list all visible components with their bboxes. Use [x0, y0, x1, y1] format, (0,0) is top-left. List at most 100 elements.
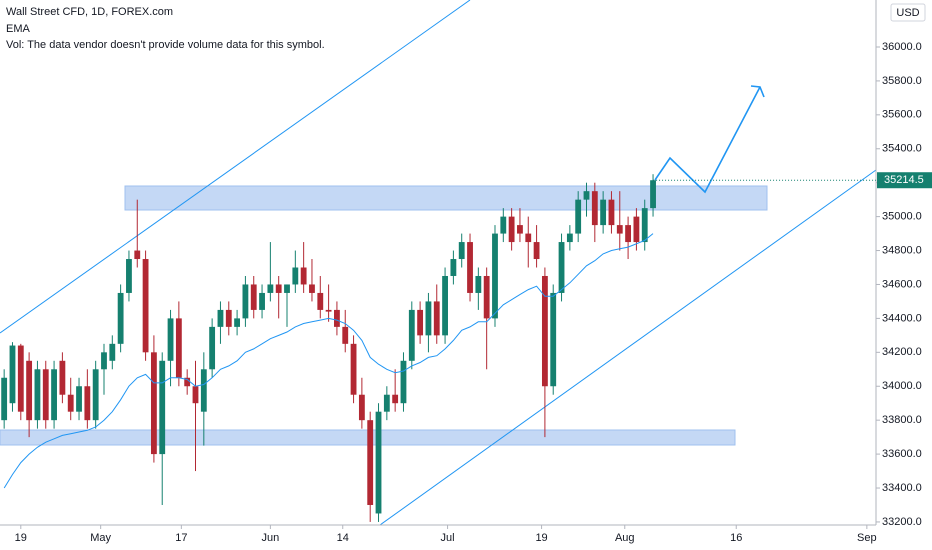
y-tick-label: 34800.0: [882, 244, 922, 256]
y-tick-label: 33400.0: [882, 482, 922, 494]
candle-body: [550, 292, 557, 387]
candle-body: [126, 259, 132, 293]
candle-body: [242, 284, 249, 319]
lower-channel-line: [379, 169, 877, 526]
candle-body: [566, 233, 573, 243]
candle-body: [292, 267, 299, 285]
candle-body: [184, 377, 191, 387]
x-tick-label: 16: [730, 532, 742, 544]
candle-body: [600, 199, 607, 226]
candle-body: [541, 275, 548, 387]
candle-body: [467, 242, 473, 293]
axes: 33200.0 33400.0 33600.0 33800.0 34000.0 34200…: [15, 41, 932, 544]
candle-body: [159, 360, 166, 455]
candle-body: [558, 242, 565, 293]
candle-body: [209, 326, 216, 370]
candle-body: [383, 394, 390, 412]
x-tick-label: 17: [175, 532, 187, 544]
candle-body: [350, 343, 357, 395]
candle-body: [84, 386, 91, 421]
y-tick-label: 34600.0: [882, 278, 922, 290]
projection-arrow: [654, 86, 761, 194]
candle-body: [9, 345, 16, 404]
x-axis-panel: [0, 525, 932, 550]
plot: [1, 174, 656, 522]
candle-body: [225, 309, 232, 327]
candle-body: [583, 191, 590, 200]
candle-body: [175, 318, 182, 378]
legend-entry: EMA: [6, 23, 31, 35]
candle-body: [633, 216, 640, 243]
candle-body: [26, 360, 33, 421]
candle-body: [250, 284, 257, 310]
candle-body: [284, 284, 290, 293]
candle-body: [17, 345, 24, 412]
candle-body: [392, 394, 399, 404]
candle-body: [109, 343, 116, 361]
candle-body: [51, 369, 57, 421]
candle-body: [300, 267, 307, 285]
x-tick-label: 19: [535, 532, 547, 544]
candle-body: [200, 369, 207, 412]
candle-body: [259, 292, 265, 310]
candle-body: [525, 233, 532, 243]
candle-body: [417, 309, 424, 336]
candle-body: [492, 233, 498, 319]
candle-body: [533, 242, 540, 260]
y-tick-label: 35600.0: [882, 109, 922, 121]
candle-body: [650, 180, 656, 209]
candle-body: [483, 275, 490, 319]
y-tick-label: 33800.0: [882, 414, 922, 426]
candle-body: [317, 292, 324, 310]
currency-label: USD: [896, 7, 919, 19]
candle-body: [517, 225, 523, 234]
x-tick-label: Sep: [857, 532, 877, 544]
candle-body: [616, 225, 623, 234]
x-tick-label: May: [90, 532, 111, 544]
y-tick-label: 34000.0: [882, 380, 922, 392]
resistance-zone: [124, 185, 768, 211]
candle-body: [42, 369, 49, 421]
candle-body: [267, 284, 274, 293]
candle-body: [591, 191, 598, 226]
y-tick-label: 33200.0: [882, 516, 922, 528]
x-tick-label: Jun: [261, 532, 279, 544]
candle-body: [117, 292, 124, 344]
x-tick-label: Aug: [615, 532, 635, 544]
chart-title: Wall Street CFD, 1D, FOREX.com: [6, 6, 173, 18]
candle-body: [92, 369, 99, 421]
x-tick-label: 19: [15, 532, 27, 544]
candle-body: [192, 386, 199, 404]
candle-body: [458, 242, 465, 260]
y-tick-label: 33600.0: [882, 448, 922, 460]
candle-body: [334, 309, 340, 327]
candle-body: [641, 208, 648, 243]
candle-body: [234, 318, 241, 327]
last-price-box: [877, 172, 932, 189]
x-tick-label: 14: [337, 532, 349, 544]
candle-body: [1, 377, 8, 421]
y-tick-label: 36000.0: [882, 41, 922, 53]
candle-body: [309, 284, 315, 293]
candle-body: [101, 352, 107, 370]
candle-body: [508, 216, 515, 243]
y-axis-panel: [876, 0, 932, 550]
candle-body: [433, 301, 440, 336]
y-tick-label: 34400.0: [882, 312, 922, 324]
candle-body: [450, 259, 457, 276]
candle-body: [475, 275, 482, 293]
ema-line: [3, 233, 654, 489]
y-tick-label: 35800.0: [882, 75, 922, 87]
candle-body: [408, 309, 415, 361]
candle-body: [167, 318, 174, 361]
y-tick-label: 34200.0: [882, 346, 922, 358]
candle-body: [217, 309, 224, 327]
candle-body: [134, 250, 141, 260]
candle-body: [59, 360, 66, 395]
candle-body: [442, 275, 448, 336]
candle-body: [67, 394, 74, 412]
candle-body: [425, 301, 432, 336]
candle-body: [275, 284, 282, 293]
volume-note: Vol: The data vendor doesn't provide vol…: [6, 39, 325, 51]
